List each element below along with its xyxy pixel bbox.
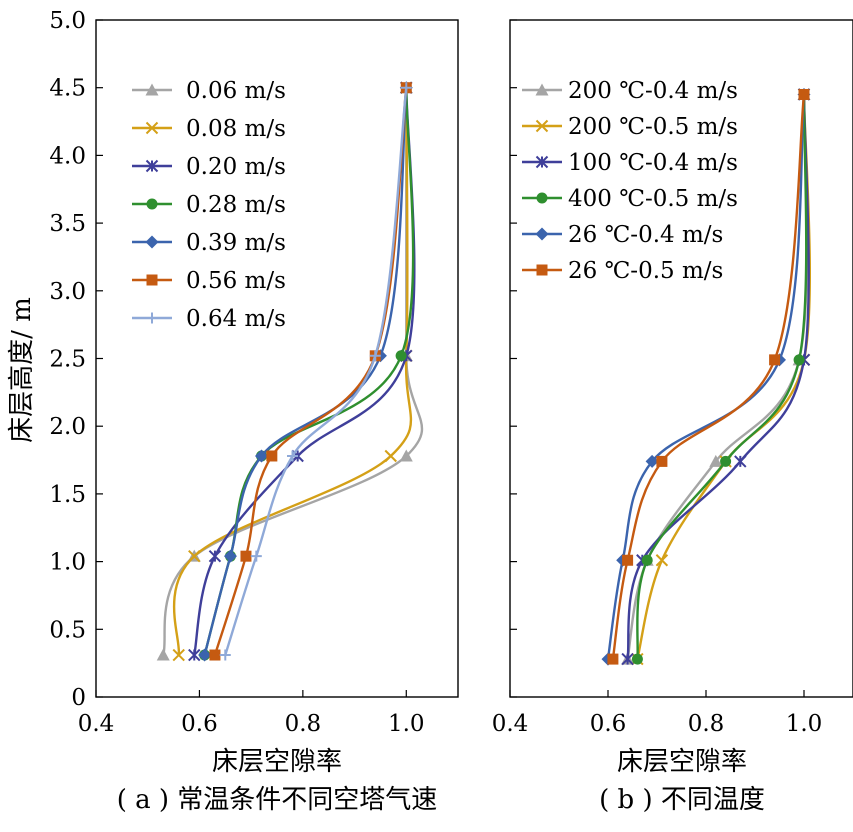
panel-a-series-7-point-5 [400, 82, 412, 94]
panel-a-series-2-point-3 [384, 449, 397, 463]
panel-b-series-2-point-2 [655, 554, 669, 567]
panel-a-series-6-point-2 [240, 550, 252, 562]
panel-a-y-tick-label: 0.5 [49, 617, 86, 643]
panel-b-legend-item-3-marker [535, 155, 549, 169]
panel-a-caption: ( a ) 常温条件不同空塔气速 [117, 785, 438, 815]
panel-a-y-tick-label: 4.0 [49, 143, 86, 169]
panel-a-legend-item-4-marker [146, 198, 158, 210]
panel-b-x-tick-label: 0.8 [688, 711, 725, 737]
panel-b-series-3-point-3 [734, 455, 747, 468]
panel-a-x-axis-title: 床层空隙率 [212, 747, 342, 777]
panel-a-series-7-point-2 [250, 550, 262, 562]
panel-a-legend-item-4-label: 0.28 m/s [186, 192, 286, 218]
panel-a-legend-item-2-label: 0.08 m/s [186, 116, 286, 142]
panel-a-series-1-point-3 [399, 449, 413, 462]
panel-a-legend-item-7-label: 0.64 m/s [186, 306, 286, 332]
panel-a-legend-item-3-marker [145, 159, 159, 173]
panel-a-series-3-point-1 [188, 648, 201, 662]
panel-b-series-5-line [606, 94, 806, 660]
panel-a-series-7-line [224, 87, 408, 656]
panel-b-legend-item-3-label: 100 ℃-0.4 m/s [568, 150, 738, 176]
panel-b-legend-item-2-marker [535, 119, 549, 133]
panel-a-y-tick-label: 0 [71, 685, 86, 711]
panel-a-series-2-point-1 [172, 648, 185, 662]
panel-a-y-tick-label: 5.0 [49, 8, 86, 34]
panel-a-series-5-line [203, 87, 408, 656]
panel-a-legend-item-6-label: 0.56 m/s [186, 268, 286, 294]
panel-b-series-4-point-2 [641, 554, 653, 566]
panel-a-series-1-point-1 [156, 648, 170, 661]
panel-b-series-4-line [636, 94, 808, 660]
panel-b-caption: ( b ) 不同温度 [599, 785, 765, 815]
panel-a-legend-item-7-marker [146, 312, 158, 324]
panel-a-series-4-point-4 [395, 350, 407, 362]
panel-a-x-tick-label: 0.8 [285, 711, 322, 737]
panel-a-x-tick-label: 0.4 [78, 711, 115, 737]
panel-b-series-1-point-3 [709, 454, 723, 467]
panel-a-series-6-line [213, 87, 408, 656]
panel-a-series-6-point-3 [266, 450, 278, 462]
panel-a-legend-item-1-marker [145, 83, 159, 96]
panel-b-series-3-line [626, 94, 810, 660]
panel-b-x-tick-label: 0.4 [492, 711, 529, 737]
panel-b-legend-item-2-label: 200 ℃-0.5 m/s [568, 114, 738, 140]
panel-b-series-4-point-4 [793, 354, 805, 366]
panel-a-series-5-point-2 [223, 549, 237, 563]
panel-b-series-5-point-3 [645, 454, 659, 468]
panel-a-plot: 0.4 0.6 0.8 1.0 0 0.5 1.0 1.5 2.0 2.5 3.0 3.5 4.0 4.5… [49, 8, 459, 737]
panel-a-y-tick-label: 2.5 [49, 347, 86, 373]
panel-b-series-4-point-1 [631, 653, 643, 665]
panel-b-legend-item-5-label: 26 ℃-0.4 m/s [568, 222, 723, 248]
panel-b-legend-item-6-label: 26 ℃-0.5 m/s [568, 258, 723, 284]
panel-b-x-axis-title: 床层空隙率 [617, 747, 747, 777]
panel-b-x-tick-label: 0.6 [590, 711, 627, 737]
panel-a-series-6-point-1 [209, 649, 221, 661]
panel-a-y-tick-label: 3.0 [49, 279, 86, 305]
panel-b-series-4-point-3 [720, 455, 732, 467]
panel-b-legend-item-4-marker [536, 192, 548, 204]
panel-a-series-7-point-3 [287, 450, 299, 462]
panel-a-legend-item-1-label: 0.06 m/s [186, 78, 286, 104]
panel-b-plot: 0.4 0.6 0.8 1.0 200 ℃-0.4 m/s 200 ℃-0.5 m/s 10… [492, 19, 853, 737]
panel-a-y-tick-label: 1.0 [49, 550, 86, 576]
panel-b-legend-item-4-label: 400 ℃-0.5 m/s [568, 186, 738, 212]
panel-a-series-7-point-1 [219, 649, 231, 661]
panel-a-y-tick-label: 1.5 [49, 482, 86, 508]
panel-a-legend-item-5-marker [145, 235, 159, 249]
panel-a-series-2-point-2 [188, 549, 201, 563]
panel-b-legend-item-6-marker [536, 264, 548, 276]
panel-b-series-6-line [611, 94, 806, 660]
panel-b-legend-item-5-marker [535, 227, 549, 241]
panel-b-series-6-point-5 [798, 88, 810, 100]
panel-a-series-5-point-1 [198, 648, 212, 662]
y-axis-title: 床层高度/ m [7, 297, 37, 443]
panel-b-series-6-point-3 [656, 455, 668, 467]
panel-b-series-6-point-4 [769, 354, 781, 366]
panel-a-legend-item-5-label: 0.39 m/s [186, 230, 286, 256]
panel-b-legend-item-1-label: 200 ℃-0.4 m/s [568, 78, 738, 104]
panel-a-series-3-point-2 [208, 549, 222, 563]
panel-a-legend-item-3-label: 0.20 m/s [186, 154, 286, 180]
panel-b-series-3-point-1 [621, 652, 634, 666]
panel-a-y-tick-label: 3.5 [49, 211, 86, 237]
panel-a-legend-item-2-marker [145, 121, 159, 135]
panel-a-series-7-point-4 [369, 350, 381, 362]
panel-b-series-6-point-2 [622, 554, 634, 566]
panel-a-x-tick-label: 0.6 [181, 711, 218, 737]
panel-a-series-5-point-3 [254, 449, 268, 463]
panel-a-x-tick-label: 1.0 [388, 711, 425, 737]
panel-b-series-6-point-1 [607, 653, 619, 665]
panel-a-legend-item-6-marker [146, 274, 158, 286]
panel-b-legend-item-1-marker [535, 83, 549, 96]
panel-b-x-tick-label: 1.0 [786, 711, 823, 737]
panel-a-y-tick-label: 2.0 [49, 414, 86, 440]
panel-a-y-tick-label: 4.5 [49, 76, 86, 102]
